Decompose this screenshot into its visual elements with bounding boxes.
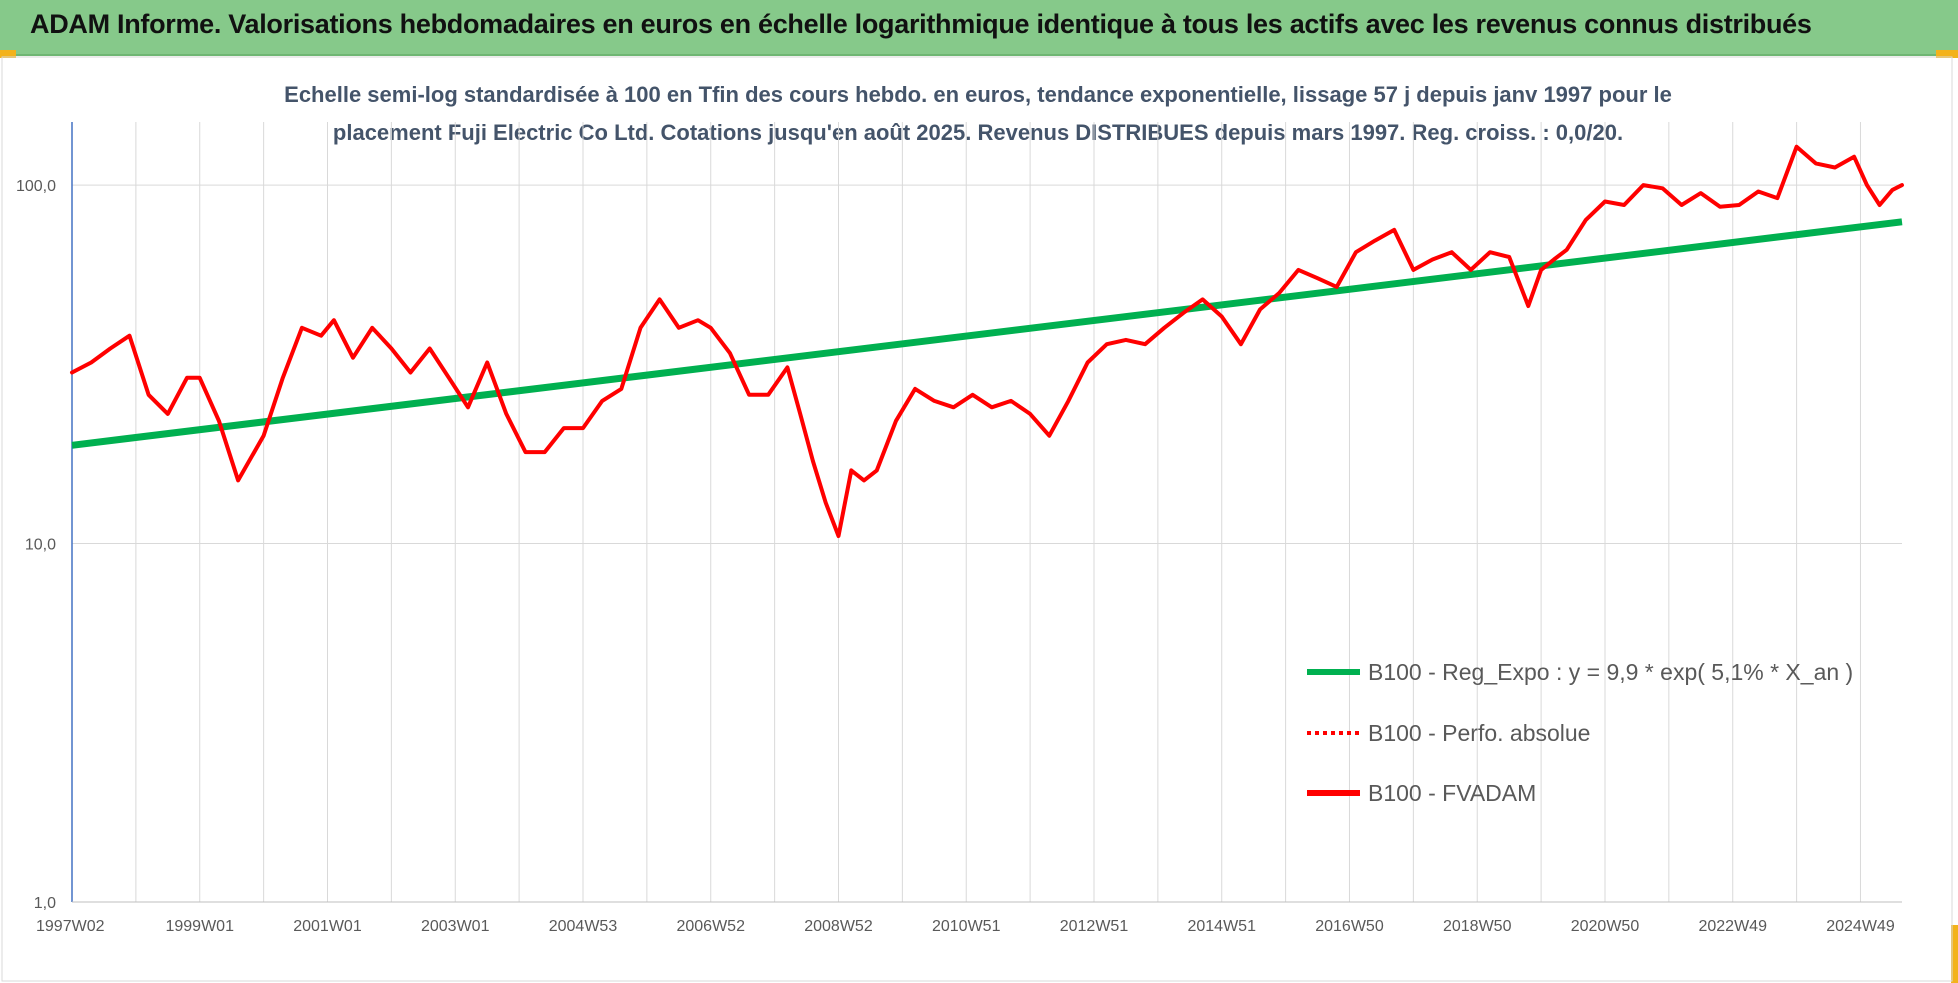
legend-label-perfo: B100 - Perfo. absolue — [1368, 720, 1590, 746]
y-tick-label: 100,0 — [16, 178, 56, 195]
x-tick-label: 1997W02 — [36, 918, 105, 935]
axis-layer: 1,0 10,0 100,0 1997W02 1999W01 2001W01 2003W01… — [16, 122, 1902, 935]
x-tick-label: 1999W01 — [165, 918, 234, 935]
page-title: ADAM Informe. Valorisations hebdomadaire… — [30, 9, 1812, 39]
series-layer — [70, 144, 1904, 538]
x-tick-label: 2012W51 — [1060, 918, 1129, 935]
chart-subtitle-line-2: placement Fuji Electric Co Ltd. Cotation… — [333, 120, 1623, 145]
header-banner: ADAM Informe. Valorisations hebdomadaire… — [0, 0, 1958, 56]
legend: B100 - Reg_Expo : y = 9,9 * exp( 5,1% * … — [1307, 659, 1853, 806]
legend-label-regression: B100 - Reg_Expo : y = 9,9 * exp( 5,1% * … — [1368, 659, 1853, 685]
x-tick-label: 2008W52 — [804, 918, 873, 935]
legend-label-fvadam: B100 - FVADAM — [1368, 780, 1536, 806]
series-regression-line — [71, 218, 1903, 449]
x-tick-label: 2001W01 — [293, 918, 362, 935]
chart-subtitle-line-1: Echelle semi-log standardisée à 100 en T… — [284, 82, 1672, 107]
x-tick-label: 2022W49 — [1698, 918, 1767, 935]
series-fvadam-line — [70, 144, 1904, 538]
y-tick-label: 10,0 — [25, 537, 56, 554]
chart-border — [1, 56, 1953, 982]
corner-accent-bottom-right — [1951, 925, 1958, 983]
corner-accent-top-left — [0, 50, 16, 58]
grid-layer — [71, 122, 1902, 903]
y-tick-label: 1,0 — [34, 895, 56, 912]
x-tick-label: 2018W50 — [1443, 918, 1512, 935]
x-tick-label: 2014W51 — [1187, 918, 1256, 935]
x-tick-label: 2024W49 — [1826, 918, 1895, 935]
chart-svg: Echelle semi-log standardisée à 100 en T… — [1, 56, 1953, 982]
x-tick-label: 2020W50 — [1571, 918, 1640, 935]
x-tick-label: 2003W01 — [421, 918, 490, 935]
corner-accent-top-right — [1936, 50, 1958, 58]
x-tick-label: 2004W53 — [549, 918, 618, 935]
x-tick-label: 2010W51 — [932, 918, 1001, 935]
x-tick-label: 2006W52 — [676, 918, 745, 935]
x-tick-label: 2016W50 — [1315, 918, 1384, 935]
